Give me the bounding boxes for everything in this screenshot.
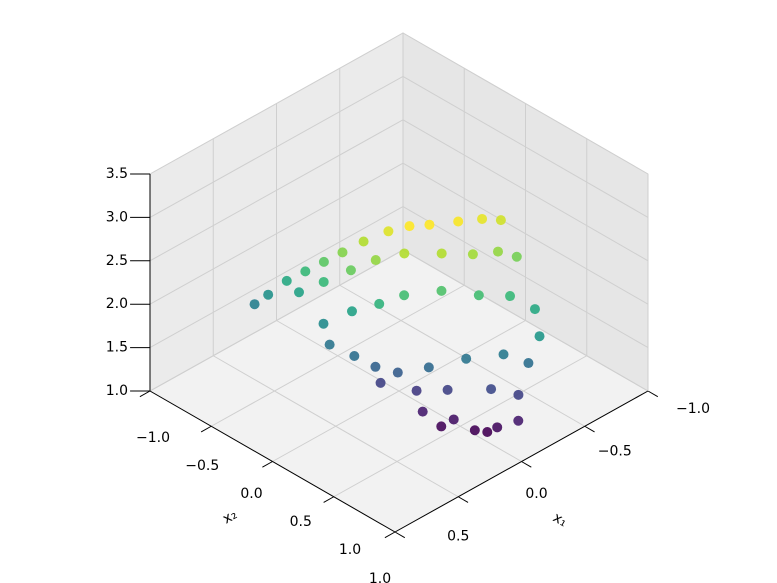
x-tick-label: 0.5 [447, 529, 469, 545]
tick-mark [521, 461, 532, 468]
axis-line [149, 390, 396, 533]
data-point [358, 236, 369, 247]
grid-line [149, 249, 404, 392]
data-point [370, 361, 381, 372]
grid-line [402, 162, 649, 305]
data-point [399, 290, 410, 301]
data-point [492, 422, 503, 433]
data-point [374, 298, 385, 309]
data-point [263, 289, 274, 300]
tick-mark [647, 390, 659, 398]
data-point [417, 406, 428, 417]
data-point [436, 285, 447, 296]
data-point [375, 377, 386, 388]
grid-line [272, 320, 526, 462]
data-point [318, 276, 329, 287]
y-tick-label: 1.0 [339, 542, 361, 558]
y-tick-label: 0.5 [290, 514, 312, 530]
x-tick-label: −1.0 [676, 401, 710, 417]
data-point [495, 215, 506, 226]
x-tick-label: 0.0 [525, 486, 547, 502]
data-point [324, 339, 335, 350]
grid-line [402, 75, 649, 218]
data-point [453, 216, 464, 227]
y-axis-label: x₂ [220, 507, 240, 528]
data-point [370, 255, 381, 266]
data-point [346, 306, 357, 317]
data-point [498, 349, 509, 360]
data-point [249, 299, 260, 310]
data-point [534, 331, 545, 342]
tick-mark [139, 390, 151, 398]
tick-mark [200, 425, 212, 433]
z-tick-label: 3.5 [106, 166, 128, 182]
z-tick-label: 1.0 [106, 383, 128, 399]
data-point [442, 384, 453, 395]
y-tick-label: 0.0 [240, 486, 262, 502]
data-point [281, 275, 292, 286]
x-tick-label: −0.5 [598, 444, 632, 460]
data-point [493, 246, 503, 257]
grid-line [149, 32, 404, 175]
data-point [505, 291, 516, 302]
data-point [529, 304, 540, 315]
grid-line [211, 284, 465, 427]
data-point [467, 249, 478, 260]
tick-mark [458, 496, 469, 503]
data-point [448, 414, 459, 425]
data-point [482, 426, 493, 437]
data-point [423, 362, 434, 373]
grid-line [149, 206, 404, 349]
data-point [461, 353, 472, 364]
data-point [294, 287, 304, 298]
data-point [469, 425, 480, 436]
z-tick-label: 2.5 [106, 253, 128, 269]
data-point [513, 415, 524, 426]
axis-line [394, 390, 649, 533]
data-point [436, 421, 447, 432]
grid-line [402, 249, 649, 392]
data-point [523, 358, 534, 369]
data-point [300, 266, 311, 277]
data-point [392, 367, 403, 378]
x-tick-label: 1.0 [369, 571, 391, 583]
grid-line [149, 119, 404, 262]
data-point [513, 389, 524, 400]
data-point [318, 318, 329, 329]
tick-mark [262, 461, 273, 468]
x-axis-label: x₁ [550, 510, 570, 531]
data-point [399, 248, 410, 259]
tick-mark [394, 531, 406, 539]
data-point [404, 221, 415, 232]
data-point [349, 350, 360, 361]
y-tick-label: −0.5 [185, 458, 219, 474]
data-point [477, 213, 488, 224]
y-tick-label: −1.0 [136, 430, 170, 446]
data-point [337, 247, 348, 258]
data-point [424, 219, 435, 230]
grid-line [402, 206, 649, 349]
tick-mark [584, 425, 595, 433]
data-point [486, 384, 497, 395]
data-point [473, 290, 484, 301]
data-point [383, 226, 394, 237]
z-tick-label: 2.0 [106, 296, 128, 312]
data-point [411, 385, 422, 396]
data-point [511, 251, 522, 262]
z-tick-label: 1.5 [106, 340, 128, 356]
grid-line [402, 119, 649, 262]
tick-mark [384, 531, 396, 539]
grid-line [149, 162, 404, 305]
tick-mark [323, 496, 334, 503]
grid-line [149, 75, 404, 218]
data-point [345, 265, 356, 276]
data-point [436, 248, 447, 259]
grid-line [333, 355, 587, 498]
grid-line [402, 32, 649, 175]
z-tick-label: 3.0 [106, 209, 128, 225]
data-point [318, 256, 329, 267]
